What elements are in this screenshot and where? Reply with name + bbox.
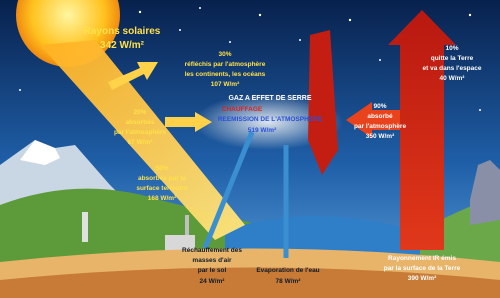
label: 350 W/m² bbox=[366, 133, 395, 140]
label: 50% bbox=[155, 165, 168, 172]
label: par l'atmosphère bbox=[354, 123, 407, 130]
label: 24 W/m² bbox=[200, 278, 226, 285]
solar-value: 342 W/m² bbox=[100, 40, 145, 51]
label: par l'atmosphère bbox=[114, 129, 167, 136]
energy-diagram: Rayons solaires 342 W/m² 30% réfléchis p… bbox=[0, 0, 500, 298]
label: et va dans l'espace bbox=[423, 65, 482, 72]
label: 390 W/m² bbox=[408, 275, 437, 282]
label: par la surface de la Terre bbox=[384, 265, 461, 272]
label: réfléchis par l'atmosphère bbox=[185, 61, 266, 68]
label: 40 W/m² bbox=[440, 75, 466, 82]
label: 90% bbox=[373, 103, 386, 110]
label: absorbés bbox=[126, 119, 155, 126]
label: 67 W/m² bbox=[128, 139, 154, 146]
label: 78 W/m² bbox=[276, 278, 302, 285]
label: Evaporation de l'eau bbox=[256, 267, 319, 274]
label: par le sol bbox=[198, 267, 227, 274]
label: Rayonnement IR émis bbox=[388, 255, 456, 262]
label: absorbé bbox=[367, 113, 393, 120]
label: les continents, les océans bbox=[185, 71, 266, 78]
label: masses d'air bbox=[192, 257, 232, 264]
label: 30% bbox=[218, 51, 231, 58]
label: 168 W/m² bbox=[148, 195, 177, 202]
label: REEMISSION DE L'ATMOSPHERE bbox=[218, 116, 323, 123]
label: 10% bbox=[445, 45, 458, 52]
label: GAZ A EFFET DE SERRE bbox=[228, 95, 311, 102]
tower bbox=[82, 212, 88, 242]
label: 519 W/m² bbox=[248, 127, 277, 134]
solar-title: Rayons solaires bbox=[84, 26, 161, 37]
page: Rayons solaires 342 W/m² 30% réfléchis p… bbox=[0, 0, 500, 298]
label: surface terrestre bbox=[136, 185, 188, 192]
label: quitte la Terre bbox=[431, 55, 474, 62]
label: Réchauffement des bbox=[182, 247, 242, 254]
chimney bbox=[185, 215, 189, 235]
label: 20% bbox=[133, 109, 146, 116]
label: absorbés par la bbox=[138, 175, 186, 182]
label: CHAUFFAGE bbox=[222, 106, 263, 113]
label: 107 W/m² bbox=[211, 81, 240, 88]
